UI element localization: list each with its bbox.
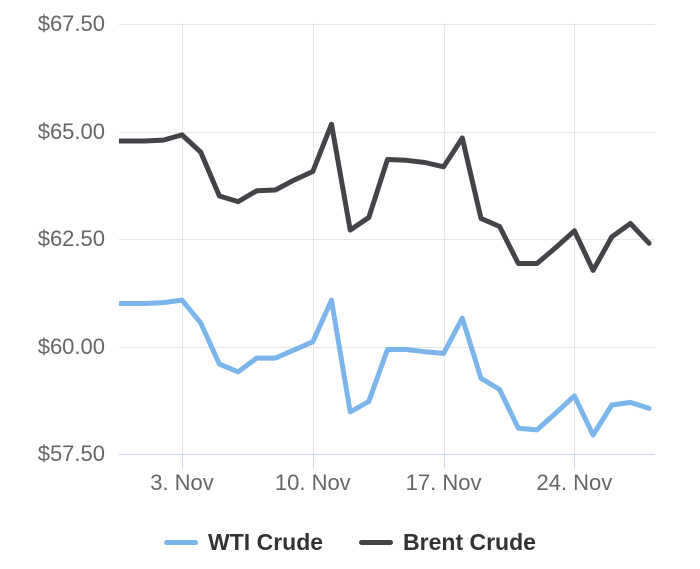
wti-line-swatch [164, 540, 199, 545]
legend-item-wti-crude[interactable]: WTI Crude [164, 529, 323, 556]
legend-label-wti-crude: WTI Crude [208, 529, 324, 555]
y-axis-label: $57.50 [37, 441, 105, 466]
legend-label-brent-crude: Brent Crude [403, 529, 536, 555]
x-axis-tick [574, 455, 575, 468]
y-axis-label: $62.50 [37, 226, 105, 251]
y-axis-label: $65.00 [37, 118, 105, 144]
x-axis-tick [313, 455, 314, 468]
legend: WTI Crude Brent Crude [0, 529, 700, 556]
y-axis-label: $60.00 [37, 333, 105, 359]
series-line-wti-crude[interactable] [119, 297, 652, 438]
x-axis-tick [444, 455, 445, 468]
y-axis-label: $67.50 [37, 11, 105, 36]
x-axis-label: 17. Nov [405, 470, 482, 495]
brent-line-swatch [359, 540, 394, 545]
x-axis-label: 10. Nov [274, 470, 351, 495]
x-axis-label: 3. Nov [150, 470, 214, 495]
x-axis-tick [182, 455, 183, 468]
series-line-brent-crude[interactable] [119, 121, 652, 273]
x-axis-label: 24. Nov [536, 470, 613, 495]
legend-item-brent-crude[interactable]: Brent Crude [359, 529, 536, 556]
plot-area [119, 23, 655, 455]
